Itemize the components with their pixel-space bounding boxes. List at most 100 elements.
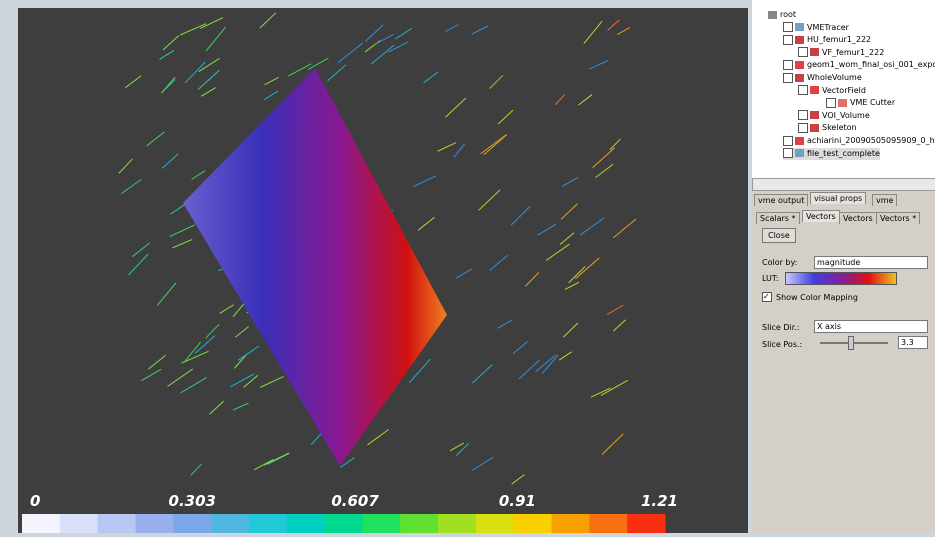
dropdown[interactable]: magnitude	[814, 256, 928, 269]
tab[interactable]: vme	[872, 194, 897, 206]
colorbar-segment	[325, 514, 363, 533]
vector-glyph	[593, 148, 615, 168]
slider[interactable]	[820, 342, 888, 344]
vector-glyph	[201, 88, 216, 97]
vector-glyph	[119, 159, 132, 173]
vector-glyph	[192, 171, 206, 180]
vector-glyph	[413, 176, 436, 187]
colorbar-segment	[438, 514, 476, 533]
vector-glyph	[563, 323, 578, 337]
vector-glyph	[479, 190, 501, 211]
tree-node[interactable]: VF_femur1_222	[798, 47, 884, 59]
vector-glyph	[365, 25, 383, 42]
tree-node[interactable]: VME Cutter	[826, 97, 895, 109]
vector-glyph	[162, 77, 176, 93]
text-input[interactable]: 3.3	[898, 336, 928, 349]
vector-glyph	[613, 320, 625, 331]
tree-node[interactable]: achiarini_20090505095909_0_hae	[783, 135, 935, 147]
tree-node[interactable]: Skeleton	[798, 122, 857, 134]
node-icon	[795, 61, 804, 69]
vector-glyph	[484, 135, 507, 155]
vector-glyph	[129, 254, 149, 275]
vector-glyph	[395, 28, 412, 39]
checkbox[interactable]	[798, 85, 808, 95]
colorbar-segment	[98, 514, 136, 533]
checkbox[interactable]: ✓	[762, 292, 772, 302]
checkbox[interactable]	[798, 47, 808, 57]
colorbar-segment	[627, 514, 665, 533]
vector-glyph	[445, 25, 458, 32]
vector-glyph	[170, 204, 185, 214]
vector-glyph	[562, 177, 578, 186]
checkbox[interactable]	[783, 60, 793, 70]
lut-bar[interactable]	[785, 272, 897, 285]
checkbox[interactable]	[783, 136, 793, 146]
tree-node[interactable]: WholeVolume	[783, 72, 862, 84]
vector-glyph	[559, 352, 571, 360]
vector-glyph	[608, 20, 620, 30]
vector-glyph	[236, 327, 249, 338]
tree-node[interactable]: root	[768, 9, 796, 21]
vector-glyph	[591, 388, 610, 397]
node-label: HU_femur1_222	[807, 35, 871, 44]
node-icon	[795, 23, 804, 31]
slider-thumb[interactable]	[848, 336, 854, 350]
dropdown[interactable]: X axis	[814, 320, 928, 333]
vector-glyph	[170, 225, 195, 237]
tab[interactable]: vme output	[754, 194, 808, 206]
subtab[interactable]: Vectors	[802, 210, 840, 222]
subtab[interactable]: Scalars *	[756, 212, 800, 224]
checkbox[interactable]	[798, 110, 808, 120]
tab[interactable]: visual props	[810, 192, 866, 204]
vector-glyph	[602, 434, 623, 455]
app: 00.3030.6070.911.21 root VMETracerHU_femu…	[0, 0, 935, 533]
vector-glyph	[264, 453, 289, 465]
checkbox[interactable]	[783, 22, 793, 32]
tree-node[interactable]: HU_femur1_222	[783, 34, 871, 46]
colorbar-segment	[287, 514, 325, 533]
vector-glyph	[617, 27, 630, 34]
checkbox[interactable]	[783, 148, 793, 158]
tree-node[interactable]: geom1_wom_final_osi_001_expor	[783, 59, 935, 71]
node-label: WholeVolume	[807, 73, 862, 82]
checkbox[interactable]	[783, 73, 793, 83]
vector-glyph	[230, 374, 253, 387]
vector-glyph	[163, 35, 179, 49]
vector-glyph	[173, 239, 193, 247]
tree-node[interactable]: VMETracer	[783, 22, 849, 34]
node-icon	[810, 111, 819, 119]
colorbar-segment	[589, 514, 627, 533]
colorbar-label: 0.607	[331, 492, 379, 510]
subtab[interactable]: Vectors *	[876, 212, 920, 224]
tree-node[interactable]: VOI_Volume	[798, 110, 870, 122]
node-icon	[795, 137, 804, 145]
node-label: achiarini_20090505095909_0_hae	[807, 136, 935, 145]
vector-glyph	[445, 98, 466, 117]
properties-panel: vme output visual props vme Scalars * Ve…	[752, 178, 935, 533]
close-button[interactable]: Close	[762, 228, 796, 243]
node-label: VectorField	[822, 86, 866, 95]
vector-glyph	[450, 443, 464, 451]
node-icon	[838, 99, 847, 107]
vector-glyph	[578, 95, 592, 106]
vector-glyph	[180, 24, 206, 35]
checkbox[interactable]	[798, 123, 808, 133]
vector-glyph	[260, 13, 276, 28]
vector-glyph	[525, 272, 538, 286]
vector-glyph	[233, 403, 249, 410]
vector-glyph	[472, 26, 488, 34]
subtab[interactable]: Vectors	[839, 212, 877, 224]
vector-glyph	[596, 164, 613, 177]
tree-node[interactable]: file_test_complete	[783, 148, 880, 160]
vector-glyph	[141, 369, 161, 380]
checkbox[interactable]	[783, 35, 793, 45]
vector-glyph	[328, 65, 346, 81]
vector-glyph	[185, 62, 205, 83]
vector-glyph	[220, 305, 234, 314]
vector-glyph	[418, 217, 434, 230]
node-label: root	[780, 10, 796, 19]
checkbox[interactable]	[826, 98, 836, 108]
tree-node[interactable]: VectorField	[798, 85, 866, 97]
scrollbar[interactable]	[752, 178, 935, 191]
